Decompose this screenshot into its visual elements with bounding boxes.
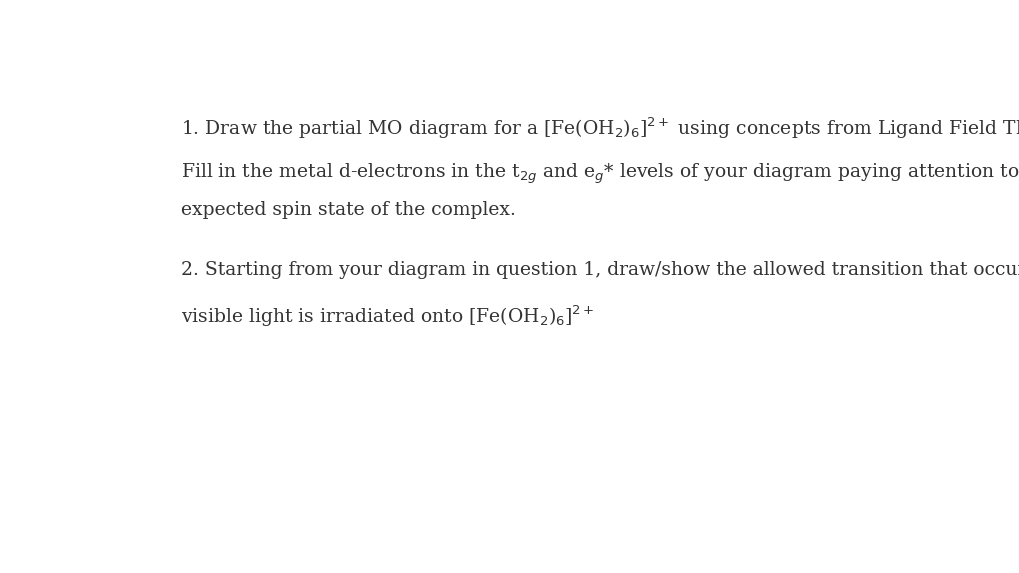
Text: visible light is irradiated onto [Fe(OH$_2$)$_6$]$^{2+}$: visible light is irradiated onto [Fe(OH$…: [181, 304, 594, 329]
Text: Fill in the metal d-electrons in the t$_{2g}$ and e$_g$* levels of your diagram : Fill in the metal d-electrons in the t$_…: [181, 162, 1019, 186]
Text: 1. Draw the partial MO diagram for a [Fe(OH$_2$)$_6$]$^{2+}$ using concepts from: 1. Draw the partial MO diagram for a [Fe…: [181, 115, 1019, 140]
Text: expected spin state of the complex.: expected spin state of the complex.: [181, 201, 516, 219]
Text: 2. Starting from your diagram in question 1, draw/show the allowed transition th: 2. Starting from your diagram in questio…: [181, 261, 1019, 278]
